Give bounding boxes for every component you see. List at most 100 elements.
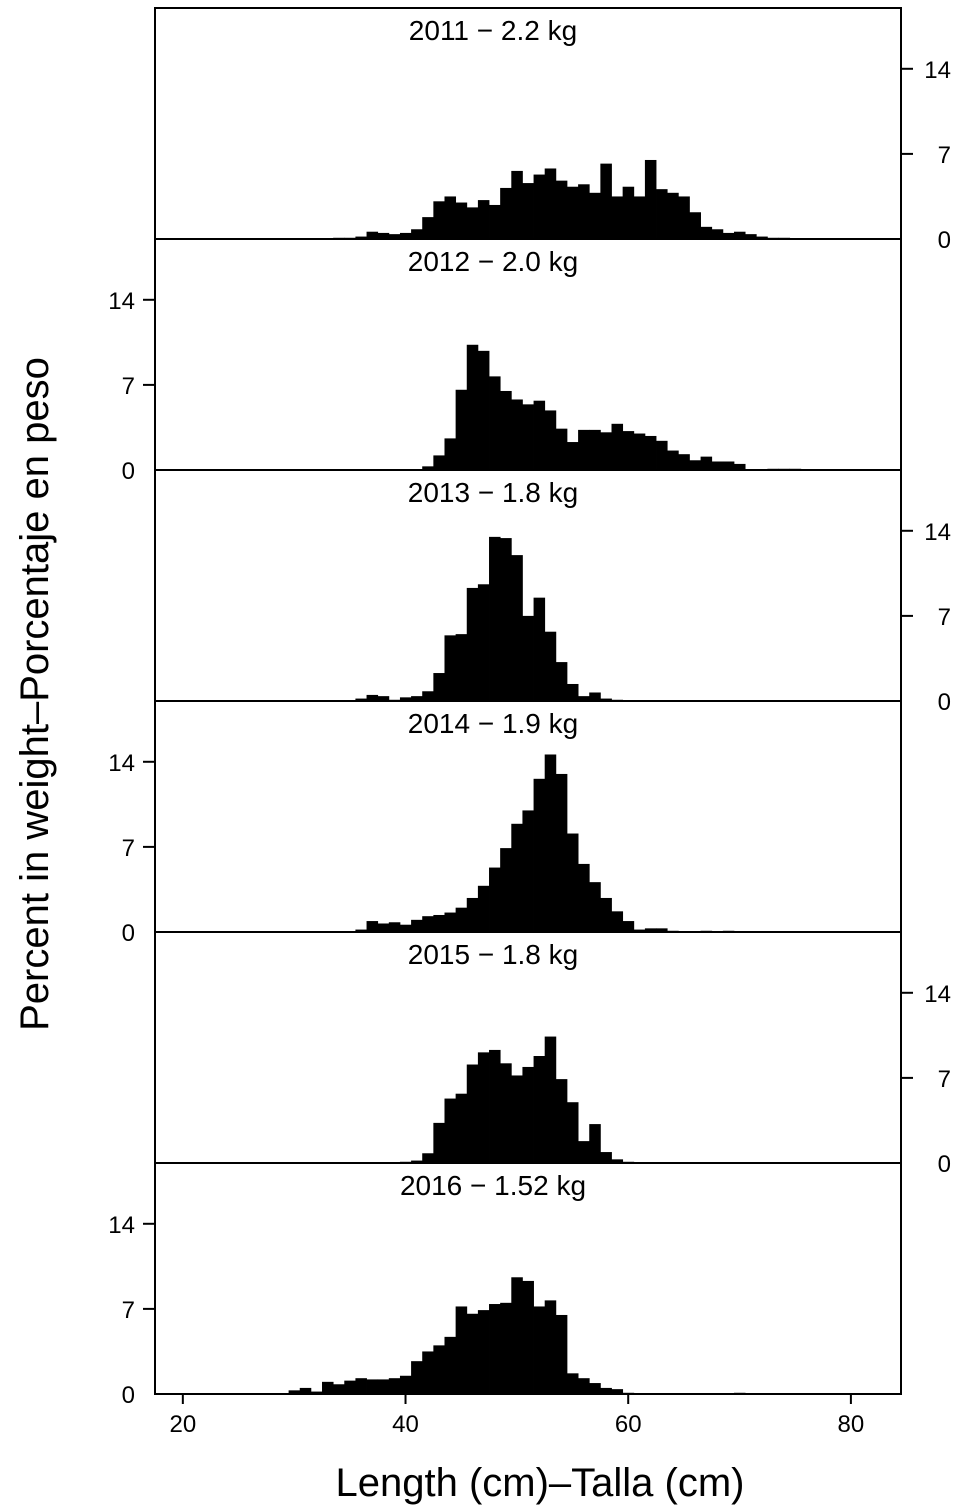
bar <box>689 460 701 470</box>
bar <box>411 229 423 239</box>
bar <box>678 454 690 470</box>
bar <box>689 212 701 239</box>
y-tick-label: 0 <box>122 458 135 485</box>
bar <box>633 196 646 239</box>
bar <box>589 1124 601 1163</box>
bar <box>522 1280 534 1394</box>
bar <box>466 1313 479 1394</box>
bar <box>455 1306 468 1394</box>
bar <box>477 1310 490 1394</box>
bar <box>589 882 601 932</box>
bar <box>489 376 501 470</box>
bar <box>622 921 635 932</box>
bar <box>377 1379 390 1394</box>
bar <box>355 929 367 932</box>
bar <box>566 833 579 932</box>
bar <box>388 234 401 239</box>
bar <box>500 538 512 701</box>
bar <box>667 450 679 470</box>
bar <box>522 1066 534 1163</box>
x-axis-title: Length (cm)–Talla (cm) <box>335 1461 744 1505</box>
bar <box>711 229 724 239</box>
bar <box>433 914 445 932</box>
y-tick-label: 14 <box>924 519 951 546</box>
bar <box>455 202 468 239</box>
bar <box>745 234 757 239</box>
bar <box>511 1075 523 1163</box>
bar <box>700 226 713 239</box>
bar <box>500 848 512 932</box>
bar <box>366 231 379 239</box>
panel-title: 2013 − 1.8 kg <box>408 477 578 508</box>
bar <box>611 911 624 932</box>
bar <box>422 916 434 932</box>
bar <box>522 810 534 932</box>
bar <box>310 1391 323 1394</box>
bar <box>511 1277 523 1394</box>
bar <box>578 1378 590 1394</box>
bar <box>533 597 546 701</box>
bar <box>733 463 746 470</box>
bar <box>477 350 490 470</box>
bar <box>544 1036 557 1163</box>
bar <box>555 1314 568 1394</box>
y-tick-label: 14 <box>108 750 135 777</box>
bar <box>566 186 579 239</box>
bar <box>433 201 445 239</box>
bar <box>578 863 590 932</box>
panel-3: 2013 − 1.8 kg 0 7 14 <box>154 469 951 716</box>
bar <box>411 696 423 701</box>
y-tick-label: 7 <box>122 373 135 400</box>
bar <box>444 635 457 701</box>
bar <box>533 778 546 932</box>
bar <box>611 196 624 239</box>
bar <box>756 236 768 239</box>
bar <box>388 922 401 932</box>
bar <box>566 1373 579 1394</box>
bar <box>644 159 657 239</box>
bar <box>711 461 724 470</box>
bar <box>555 428 568 470</box>
bar <box>477 1052 490 1163</box>
bar <box>611 1389 624 1394</box>
bar <box>422 466 434 470</box>
bar <box>377 232 390 239</box>
bar <box>656 440 668 470</box>
bar <box>388 1378 401 1394</box>
panel-title: 2012 − 2.0 kg <box>408 246 578 277</box>
bar <box>555 180 568 239</box>
bar <box>411 1160 423 1163</box>
bar <box>444 196 457 239</box>
bar <box>500 1302 512 1394</box>
bar <box>555 662 568 701</box>
y-tick-label: 14 <box>924 57 951 84</box>
bar <box>544 631 557 701</box>
bar <box>422 1351 434 1394</box>
bar <box>589 192 601 239</box>
bar <box>455 907 468 932</box>
bar <box>489 867 501 932</box>
bar <box>433 455 445 470</box>
bar <box>544 754 557 932</box>
bar <box>533 1056 546 1163</box>
bar <box>466 344 479 470</box>
bar <box>288 1390 301 1394</box>
bar <box>377 696 390 701</box>
bar <box>544 168 557 239</box>
panel-4: 2014 − 1.9 kg 0 7 14 <box>108 700 902 947</box>
x-tick-label: 40 <box>392 1411 419 1438</box>
bar <box>399 1375 412 1394</box>
bar <box>466 207 479 239</box>
bar <box>656 928 668 932</box>
bar <box>633 929 646 932</box>
bar <box>622 186 635 239</box>
bar <box>355 698 367 701</box>
bar <box>500 1063 512 1163</box>
bar <box>466 587 479 701</box>
x-tick-label: 60 <box>615 1411 642 1438</box>
y-tick-label: 7 <box>938 142 951 169</box>
bar <box>444 438 457 470</box>
bar <box>466 1064 479 1163</box>
bar <box>355 1378 367 1394</box>
